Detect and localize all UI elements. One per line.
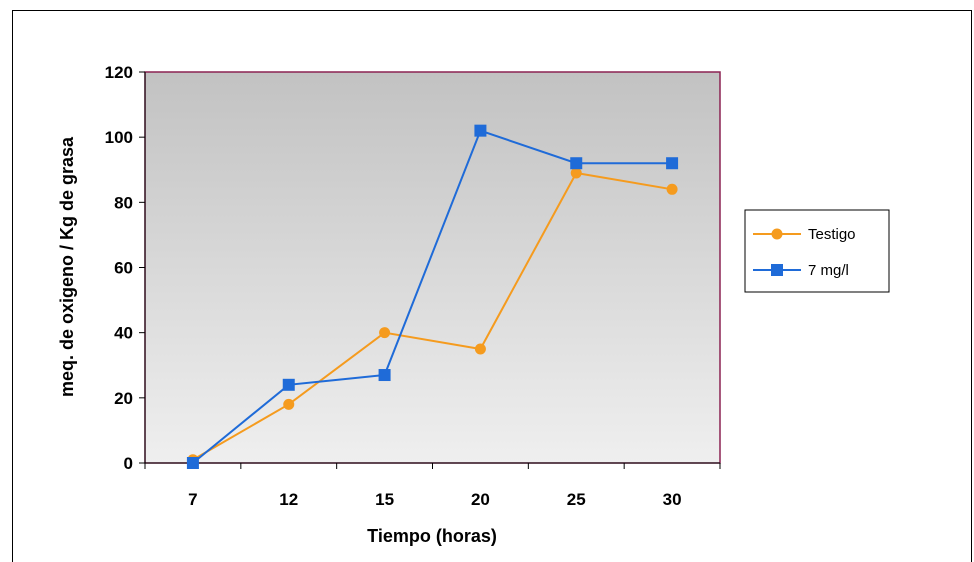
data-point: [474, 124, 487, 137]
x-tick-label: 30: [663, 490, 682, 509]
data-point: [379, 327, 391, 339]
legend-marker: [771, 228, 783, 240]
data-point: [378, 369, 391, 382]
x-tick-label: 25: [567, 490, 586, 509]
series-line-1: [192, 129, 673, 464]
data-point: [474, 343, 486, 355]
data-point: [186, 457, 199, 469]
x-tick-label: 7: [188, 490, 197, 509]
plot-area: [144, 71, 721, 464]
legend-label: Testigo: [808, 226, 856, 243]
x-axis-title: Tiempo (horas): [367, 526, 497, 546]
series-line-0: [192, 171, 673, 461]
y-tick-label: 100: [105, 128, 133, 147]
data-point: [666, 157, 679, 170]
legend: Testigo 7 mg/l: [744, 209, 890, 293]
data-point: [283, 398, 295, 410]
y-tick-label: 20: [114, 389, 133, 408]
data-point: [666, 183, 678, 195]
y-tick-label: 120: [105, 63, 133, 82]
series-layer: [186, 124, 679, 469]
x-tick-label: 12: [279, 490, 298, 509]
axes: 0 20 40 60 80 100 120 7 12 15 20 25 30: [105, 63, 721, 509]
data-point: [570, 157, 583, 170]
y-tick-label: 40: [114, 324, 133, 343]
y-tick-label: 60: [114, 259, 133, 278]
x-tick-label: 15: [375, 490, 394, 509]
y-tick-label: 0: [124, 454, 133, 473]
data-point: [570, 167, 582, 179]
legend-box: [744, 209, 890, 293]
y-tick-label: 80: [114, 193, 133, 212]
data-point: [282, 378, 295, 391]
x-tick-label: 20: [471, 490, 490, 509]
legend-marker: [771, 264, 783, 276]
chart-frame: [12, 10, 972, 562]
legend-label: 7 mg/l: [808, 262, 849, 279]
y-axis-title: meq. de oxigeno / Kg de grasa: [57, 136, 77, 397]
